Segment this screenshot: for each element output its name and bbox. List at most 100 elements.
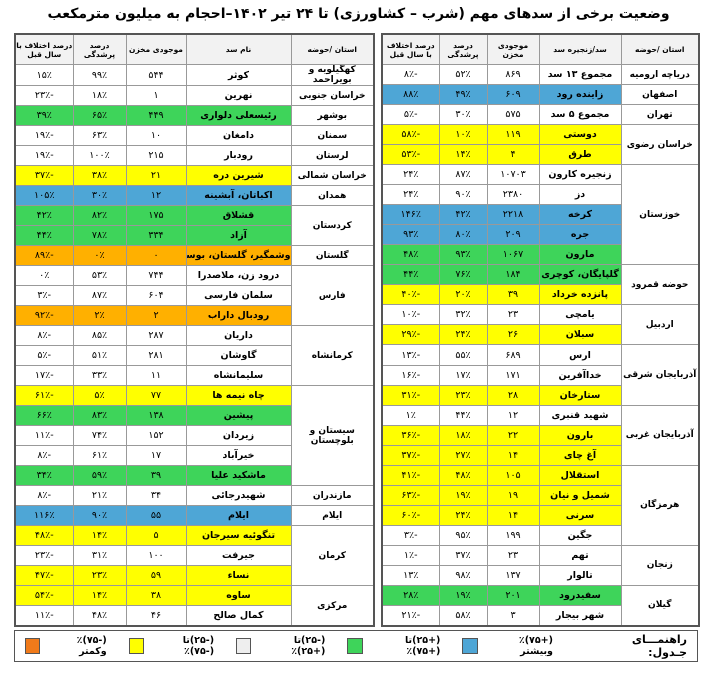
diff-cell: -۱۱٪: [14, 605, 74, 627]
province-cell: اردبیل: [620, 304, 700, 346]
volume-cell: ۱۱: [125, 365, 187, 386]
dam-row: مرکزی ساوه ۳۸ ۱۴٪ -۵۴٪: [14, 585, 375, 627]
name-cell: یامچی: [538, 304, 622, 326]
volume-cell: ۲۰۹: [486, 224, 540, 246]
name-cell: دامغان: [185, 125, 292, 146]
diff-cell: -۲۳٪: [14, 85, 74, 106]
diff-cell: -۵۴٪: [14, 585, 74, 606]
diff-cell: -۵۸٪: [381, 124, 440, 146]
dam-row: گیلان سفیدرود ۲۰۱ ۱۹٪ ۲۸٪: [381, 584, 700, 627]
name-cell: کوثر: [185, 64, 292, 86]
diff-cell: -۶۳٪: [381, 484, 440, 506]
legend: راهنمـــای جـدول: (+۷۵)٪ وبیشتر (+۲۵)تا (…: [14, 630, 698, 662]
diff-cell: -۳۷٪: [14, 165, 74, 186]
legend-item: (+۲۵)تا (+۷۵)٪: [347, 635, 440, 657]
volume-cell: ۰: [125, 245, 187, 266]
column-header: نام سد: [185, 33, 292, 65]
province-cell: گیلان: [620, 584, 700, 627]
name-cell: دز: [538, 184, 622, 206]
fill-cell: ۲۱٪: [72, 485, 127, 506]
fill-cell: ۸۷٪: [438, 164, 488, 186]
volume-cell: ۱۵۲: [125, 425, 187, 446]
volume-cell: ۴: [486, 144, 540, 166]
name-cell: آغ چای: [538, 444, 622, 466]
volume-cell: ۲۸۱: [125, 345, 187, 366]
fill-cell: ۵۱٪: [72, 345, 127, 366]
name-cell: شهید قنبری: [538, 404, 622, 426]
dam-row: پانزده خرداد ۳۹ ۲۰٪ -۴۰٪: [381, 284, 699, 306]
name-cell: خداآفرین: [538, 364, 622, 386]
name-cell: تهم: [538, 544, 622, 566]
diff-cell: -۳۱٪: [381, 384, 440, 406]
fill-cell: ۳۸٪: [72, 165, 127, 186]
column-header: درصد پرشدگی: [72, 33, 127, 65]
fill-cell: ۲۴٪: [438, 504, 488, 526]
name-cell: تالوار: [538, 564, 622, 586]
name-cell: زنجیره کارون: [538, 164, 622, 186]
dam-row: سرنی ۱۴ ۲۴٪ -۶۰٪: [381, 504, 699, 526]
dam-row: حوضه قمرود گلپایگان، کوچری ۱۸۴ ۷۶٪ ۴۴٪: [381, 264, 700, 306]
volume-cell: ۵۹: [125, 565, 187, 586]
dam-row: آغ چای ۱۴ ۲۷٪ -۳۷٪: [381, 444, 699, 466]
dam-row: کرمانشاه داریان ۲۸۷ ۸۵٪ -۸٪: [14, 325, 375, 386]
dam-row: کمال صالح ۴۶ ۴۸٪ -۱۱٪: [14, 605, 374, 627]
dam-row: خراسان شمالی شیرین دره ۲۱ ۳۸٪ -۳۷٪: [14, 165, 375, 186]
fill-cell: ۳۲٪: [438, 304, 488, 326]
fill-cell: ۱۰٪: [438, 124, 488, 146]
diff-cell: -۴۱٪: [381, 464, 440, 486]
fill-cell: ۹۳٪: [438, 244, 488, 266]
name-cell: درود زن، ملاصدرا: [185, 265, 292, 286]
province-cell: لرستان: [290, 145, 375, 166]
volume-cell: ۳۴: [125, 485, 187, 506]
column-header: درصد پرشدگی: [438, 33, 488, 66]
tables: استان /حوضه سد/زنجیره سد موجودی مخزن درصد پ…: [14, 33, 700, 627]
name-cell: وشمگیر، گلستان، بوستان: [185, 245, 292, 266]
name-cell: قشلاق: [185, 205, 292, 226]
name-cell: بارون: [538, 424, 622, 446]
legend-item: (-۷۵)٪ وکمتر: [25, 635, 107, 657]
diff-cell: -۱۷٪: [14, 365, 74, 386]
fill-cell: ۸۰٪: [438, 224, 488, 246]
name-cell: جیرفت: [185, 545, 292, 566]
name-cell: زاینده رود: [538, 84, 622, 106]
dam-row: کرمان تنگوئیه سیرجان ۵ ۱۴٪ -۴۸٪: [14, 525, 375, 586]
volume-cell: ۱۷۱: [486, 364, 540, 386]
volume-cell: ۲۱: [125, 165, 187, 186]
fill-cell: ۶۱٪: [72, 445, 127, 466]
name-cell: طرق: [538, 144, 622, 166]
fill-cell: ۱۸٪: [438, 424, 488, 446]
name-cell: شمیل و نیان: [538, 484, 622, 506]
fill-cell: ۱۷٪: [438, 364, 488, 386]
fill-cell: ۸۲٪: [72, 205, 127, 226]
diff-cell: ۴۲٪: [14, 205, 74, 226]
fill-cell: ۶۵٪: [72, 105, 127, 126]
diff-cell: ۱۱۶٪: [14, 505, 74, 526]
name-cell: مارون: [538, 244, 622, 266]
province-cell: گلستان: [290, 245, 375, 266]
dam-row: تالوار ۱۳۷ ۹۸٪ ۱۳٪: [381, 564, 699, 586]
fill-cell: ۵۳٪: [72, 265, 127, 286]
volume-cell: ۱۰۶۷: [486, 244, 540, 266]
legend-swatch: [462, 638, 478, 654]
diff-cell: -۳٪: [381, 524, 440, 546]
name-cell: سرنی: [538, 504, 622, 526]
diff-cell: -۸٪: [14, 445, 74, 466]
fill-cell: ۵۹٪: [72, 465, 127, 486]
name-cell: شیرین دره: [185, 165, 292, 186]
province-cell: خراسان شمالی: [290, 165, 375, 186]
dam-row: پیشین ۱۳۸ ۸۳٪ ۶۶٪: [14, 405, 374, 426]
province-cell: دریاچه ارومیه: [620, 64, 700, 86]
province-cell: خراسان رضوی: [620, 124, 700, 166]
fill-cell: ۸۷٪: [72, 285, 127, 306]
volume-cell: ۷۴۴: [125, 265, 187, 286]
name-cell: گلپایگان، کوچری: [538, 264, 622, 286]
province-cell: کرمان: [290, 525, 375, 586]
dam-row: زنجان تهم ۲۳ ۳۷٪ -۱٪: [381, 544, 700, 586]
dam-table: استان /حوضه سد/زنجیره سد موجودی مخزن درصد پ…: [381, 33, 700, 627]
dam-row: مارون ۱۰۶۷ ۹۳٪ ۴۸٪: [381, 244, 699, 266]
name-cell: آزاد: [185, 225, 292, 246]
volume-cell: ۱۸۴: [486, 264, 540, 286]
volume-cell: ۲۳: [486, 544, 540, 566]
